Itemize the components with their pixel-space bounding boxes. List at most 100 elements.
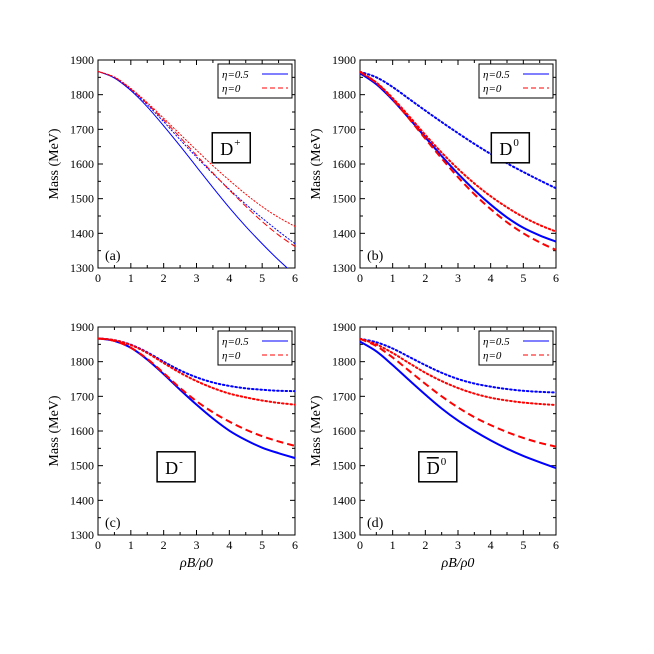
y-tick-label: 1400 — [332, 226, 356, 240]
y-tick-label: 1400 — [70, 493, 94, 507]
x-tick-label: 4 — [226, 538, 232, 552]
x-tick-label: 1 — [128, 538, 134, 552]
x-tick-label: 6 — [553, 538, 559, 552]
series-line-eta-0-5-dotted — [360, 70, 556, 190]
y-axis-label: Mass (MeV) — [47, 128, 62, 199]
x-tick-label: 2 — [161, 271, 167, 285]
y-tick-label: 1500 — [70, 459, 94, 473]
legend-box — [478, 63, 554, 99]
panel-label: (d) — [367, 516, 384, 531]
y-tick-label: 1800 — [70, 88, 94, 102]
y-tick-label: 1600 — [332, 424, 356, 438]
x-tick-label: 3 — [455, 538, 461, 552]
legend: η=0.5 η=0 — [478, 330, 554, 366]
y-tick-label: 1900 — [70, 320, 94, 334]
legend-label: η=0.5 — [222, 69, 249, 81]
series-line-eta-0-5-solid — [360, 72, 556, 243]
particle-symbol: D — [499, 139, 512, 159]
series-line-eta-0-dashed — [360, 70, 556, 251]
y-tick-label: 1500 — [332, 192, 356, 206]
legend: η=0.5 η=0 — [478, 63, 554, 99]
y-tick-label: 1700 — [332, 122, 356, 136]
particle-label: D- — [156, 451, 196, 483]
legend-box — [478, 330, 554, 366]
x-tick-label: 4 — [488, 271, 494, 285]
x-tick-label: 6 — [292, 538, 298, 552]
particle-symbol: D — [427, 458, 440, 478]
legend: η=0.5 η=0 — [217, 63, 293, 99]
series-group — [360, 70, 556, 251]
x-tick-label: 2 — [161, 538, 167, 552]
x-tick-label: 0 — [95, 271, 101, 285]
y-tick-label: 1300 — [332, 528, 356, 542]
y-tick-label: 1500 — [332, 459, 356, 473]
y-tick-label: 1800 — [332, 88, 356, 102]
x-tick-label: 2 — [422, 538, 428, 552]
x-tick-label: 6 — [553, 271, 559, 285]
series-line-eta-0-dotted — [360, 70, 556, 233]
particle-label-box — [490, 132, 531, 164]
legend-label: η=0 — [483, 83, 502, 95]
y-tick-label: 1800 — [332, 355, 356, 369]
series-group — [98, 70, 295, 268]
y-tick-label: 1900 — [332, 320, 356, 334]
panel-label: (c) — [105, 516, 121, 531]
x-tick-label: 4 — [488, 538, 494, 552]
y-tick-label: 1600 — [70, 424, 94, 438]
x-tick-label: 2 — [422, 271, 428, 285]
x-tick-label: 3 — [455, 271, 461, 285]
particle-label-box — [211, 132, 252, 164]
legend-label: η=0 — [483, 350, 502, 362]
series-line-eta-0-dashed — [98, 70, 295, 247]
particle-symbol: D — [165, 458, 178, 478]
y-tick-label: 1700 — [332, 389, 356, 403]
y-tick-label: 1300 — [70, 528, 94, 542]
y-tick-label: 1500 — [70, 192, 94, 206]
panel-c: 0 1 2 3 4 5 6 1300 1400 1500 1600 1700 1800 1900 η=0.5… — [47, 320, 298, 571]
legend-box — [217, 330, 293, 366]
panel-label: (a) — [105, 249, 121, 264]
panel-a: 0 1 2 3 4 5 6 1300 1400 1500 1600 1700 1800 1900 η=0.5… — [47, 53, 298, 285]
x-axis-label: ρB/ρ0 — [441, 556, 475, 571]
y-axis-label: Mass (MeV) — [47, 395, 62, 466]
series-line-eta-0-dotted — [98, 337, 295, 406]
series-line-eta-0-dotted — [98, 70, 295, 227]
particle-superscript: + — [234, 137, 240, 149]
y-tick-label: 1900 — [332, 53, 356, 67]
particle-label-box — [156, 451, 196, 483]
particle-superscript: 0 — [513, 137, 519, 149]
series-line-eta-0-dotted — [360, 337, 556, 406]
panel-b: 0 1 2 3 4 5 6 1300 1400 1500 1600 1700 1800 1900 η=0.5… — [309, 53, 559, 285]
particle-label-box — [418, 451, 458, 483]
x-tick-label: 6 — [292, 271, 298, 285]
series-line-eta-0-5-solid — [360, 340, 556, 470]
x-tick-label: 0 — [357, 538, 363, 552]
x-tick-label: 4 — [226, 271, 232, 285]
y-tick-label: 1400 — [332, 493, 356, 507]
y-tick-label: 1600 — [332, 157, 356, 171]
legend-label: η=0.5 — [222, 336, 249, 348]
panel-label: (b) — [367, 249, 384, 264]
legend-label: η=0.5 — [483, 336, 510, 348]
series-line-eta-0-dashed — [98, 337, 295, 447]
y-tick-label: 1400 — [70, 226, 94, 240]
panel-d: 0 1 2 3 4 5 6 1300 1400 1500 1600 1700 1800 1900 η=0.5… — [309, 320, 559, 571]
legend-label: η=0 — [222, 350, 241, 362]
y-tick-label: 1300 — [332, 261, 356, 275]
y-tick-label: 1600 — [70, 157, 94, 171]
series-line-eta-0-5-dotted — [360, 337, 556, 394]
x-tick-label: 5 — [259, 271, 265, 285]
x-tick-label: 5 — [520, 271, 526, 285]
legend-label: η=0 — [222, 83, 241, 95]
x-tick-label: 1 — [390, 271, 396, 285]
legend-box — [217, 63, 293, 99]
x-tick-label: 3 — [194, 271, 200, 285]
series-group — [98, 337, 295, 459]
x-tick-label: 5 — [259, 538, 265, 552]
series-group — [360, 337, 556, 470]
x-tick-label: 0 — [357, 271, 363, 285]
y-axis-label: Mass (MeV) — [309, 395, 324, 466]
